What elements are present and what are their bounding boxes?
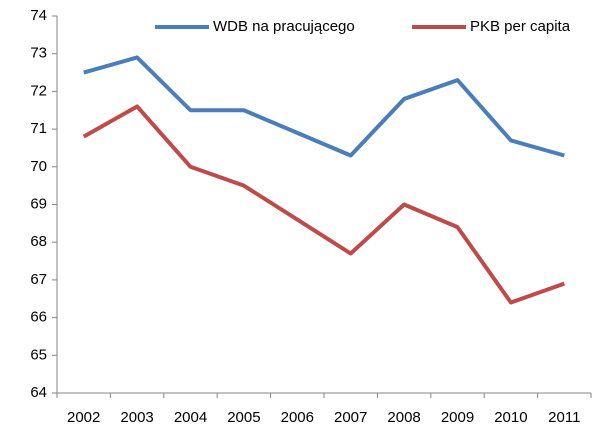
x-tick-label: 2008	[387, 409, 420, 426]
legend-label: WDB na pracującego	[213, 18, 355, 35]
x-tick-label: 2009	[441, 409, 474, 426]
y-tick-label: 72	[30, 82, 47, 99]
y-tick-label: 64	[30, 384, 47, 401]
y-tick-label: 68	[30, 233, 47, 250]
y-tick-label: 66	[30, 309, 47, 326]
y-tick-label: 74	[30, 7, 47, 24]
legend-label: PKB per capita	[470, 18, 571, 35]
x-tick-label: 2005	[227, 409, 260, 426]
x-tick-label: 2003	[120, 409, 153, 426]
x-tick-label: 2004	[174, 409, 207, 426]
x-tick-label: 2007	[334, 409, 367, 426]
y-tick-label: 73	[30, 45, 47, 62]
x-tick-label: 2002	[67, 409, 100, 426]
y-tick-label: 69	[30, 195, 47, 212]
x-tick-label: 2006	[281, 409, 314, 426]
series-line	[82, 104, 565, 305]
y-tick-label: 71	[30, 120, 47, 137]
y-tick-label: 65	[30, 346, 47, 363]
x-tick-label: 2011	[548, 409, 580, 426]
series-line	[83, 55, 565, 158]
y-tick-label: 70	[30, 158, 47, 175]
y-tick-label: 67	[30, 271, 47, 288]
x-tick-label: 2010	[494, 409, 527, 426]
